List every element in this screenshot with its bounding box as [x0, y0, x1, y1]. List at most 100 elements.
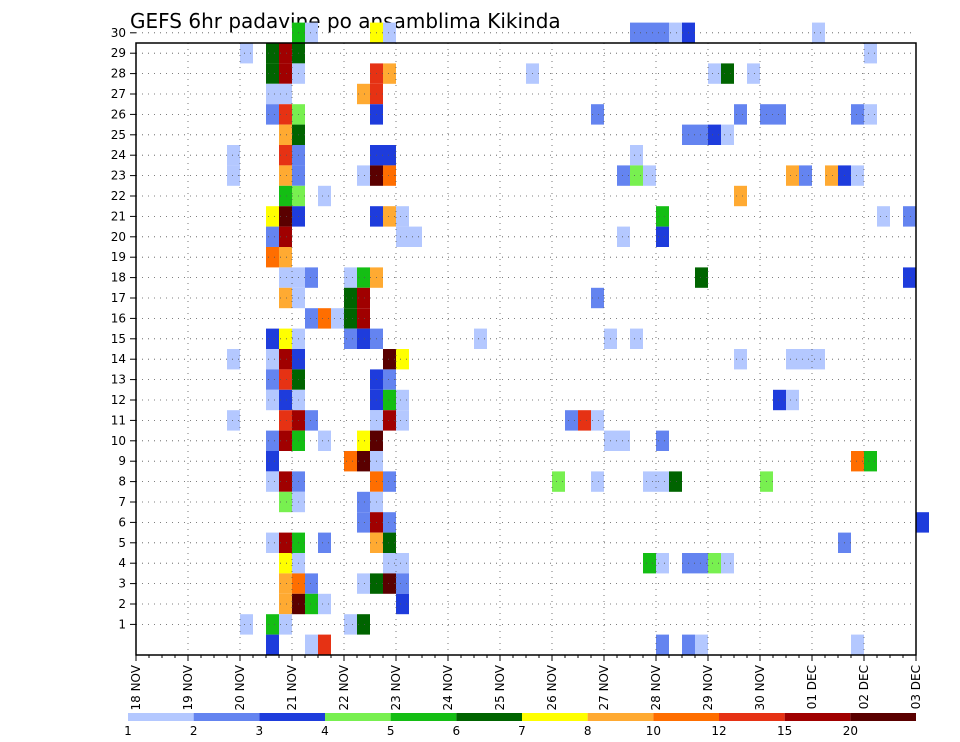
heatmap-cell: [227, 165, 240, 186]
heatmap-cell: [279, 63, 292, 84]
heatmap-cell: [695, 267, 708, 288]
y-tick-label: 24: [111, 148, 126, 162]
y-tick-label: 22: [111, 189, 126, 203]
heatmap-cell: [266, 471, 279, 492]
x-tick-label: 01 DEC: [805, 665, 819, 709]
heatmap-cell: [227, 145, 240, 166]
heatmap-cell: [656, 553, 669, 574]
colorbar-swatch: [587, 713, 654, 721]
heatmap-cell: [266, 43, 279, 64]
heatmap-cell: [266, 451, 279, 472]
heatmap-cell: [279, 430, 292, 451]
heatmap-cell: [279, 573, 292, 594]
heatmap-cell: [357, 165, 370, 186]
y-tick-label: 4: [118, 556, 126, 570]
y-tick-label: 9: [118, 454, 126, 468]
heatmap-cell: [305, 593, 318, 615]
y-tick-label: 3: [118, 577, 126, 591]
y-tick-label: 28: [111, 67, 126, 81]
heatmap-cell: [266, 206, 279, 227]
x-tick-label: 03 DEC: [909, 665, 923, 709]
x-tick-label: 29 NOV: [701, 664, 715, 710]
heatmap-cell: [266, 104, 279, 125]
heatmap-cell: [318, 593, 331, 615]
y-tick-label: 6: [118, 515, 126, 529]
heatmap-cell: [383, 369, 396, 390]
y-tick-label: 1: [118, 617, 126, 631]
colorbar-swatch: [522, 713, 588, 721]
colorbar-swatch: [850, 713, 916, 721]
heatmap-cell: [279, 389, 292, 411]
y-tick-label: 2: [118, 597, 126, 611]
heatmap-cell: [734, 349, 747, 370]
heatmap-cell: [266, 83, 279, 105]
heatmap-cell: [617, 226, 630, 247]
x-tick-label: 26 NOV: [545, 664, 559, 710]
heatmap-cell: [799, 165, 812, 186]
heatmap-cell: [682, 634, 695, 655]
heatmap-cell: [812, 22, 825, 43]
heatmap-cell: [825, 165, 838, 186]
heatmap-cell: [305, 22, 318, 43]
y-tick-label: 23: [111, 169, 126, 183]
heatmap-cell: [396, 389, 409, 411]
colorbar-label: 15: [777, 724, 792, 738]
heatmap-cell: [305, 410, 318, 431]
heatmap-cell: [630, 328, 643, 349]
y-tick-label: 12: [111, 393, 126, 407]
heatmap-cell: [656, 634, 669, 655]
colorbar-label: 1: [124, 724, 132, 738]
heatmap-cell: [786, 165, 799, 186]
y-tick-label: 18: [111, 271, 126, 285]
heatmap-cell: [643, 553, 656, 574]
heatmap-cell: [305, 308, 318, 329]
y-tick-label: 8: [118, 475, 126, 489]
heatmap-cell: [357, 267, 370, 288]
x-tick-label: 22 NOV: [337, 664, 351, 710]
x-tick-label: 28 NOV: [649, 664, 663, 710]
colorbar-label: 7: [518, 724, 526, 738]
colorbar: 1 2 3 4 5 6 7 8 10 12 15 20: [124, 713, 916, 738]
x-tick-label: 02 DEC: [857, 665, 871, 709]
heatmap-cell: [266, 634, 279, 655]
colorbar-swatch: [719, 713, 785, 721]
heatmap-cell: [318, 185, 331, 207]
heatmap-cell: [864, 104, 877, 125]
heatmap-cell: [695, 553, 708, 574]
heatmap-cell: [643, 471, 656, 492]
heatmap-cell: [318, 634, 331, 655]
heatmap-cell: [266, 349, 279, 370]
y-tick-label: 7: [118, 495, 126, 509]
heatmap-cell: [266, 389, 279, 411]
heatmap-cell: [383, 145, 396, 166]
heatmap-cell: [851, 104, 864, 125]
heatmap-cell: [747, 63, 760, 84]
heatmap-cell: [266, 226, 279, 247]
y-tick-label: 27: [111, 87, 126, 101]
heatmap-cell: [279, 247, 292, 268]
colorbar-swatch: [456, 713, 522, 721]
heatmap-cell: [695, 634, 708, 655]
heatmap-cell: [266, 63, 279, 84]
heatmap-cell: [279, 593, 292, 615]
heatmap-cell: [396, 410, 409, 431]
heatmap-cell: [279, 83, 292, 105]
colorbar-swatch: [128, 713, 194, 721]
y-tick-label: 16: [111, 311, 126, 325]
heatmap-cell: [279, 349, 292, 370]
heatmap-cell: [695, 124, 708, 145]
heatmap-cell: [357, 430, 370, 451]
heatmap-cell: [669, 22, 682, 43]
heatmap-cell: [630, 145, 643, 166]
y-tick-label: 20: [111, 230, 126, 244]
heatmap-cell: [279, 185, 292, 207]
heatmap-cell: [721, 63, 734, 84]
heatmap-cell: [591, 471, 604, 492]
heatmap-cell: [799, 349, 812, 370]
heatmap-cell: [773, 104, 786, 125]
x-tick-label: 30 NOV: [753, 664, 767, 710]
heatmap-cell: [357, 308, 370, 329]
heatmap-cell: [721, 553, 734, 574]
heatmap-cell: [669, 471, 682, 492]
